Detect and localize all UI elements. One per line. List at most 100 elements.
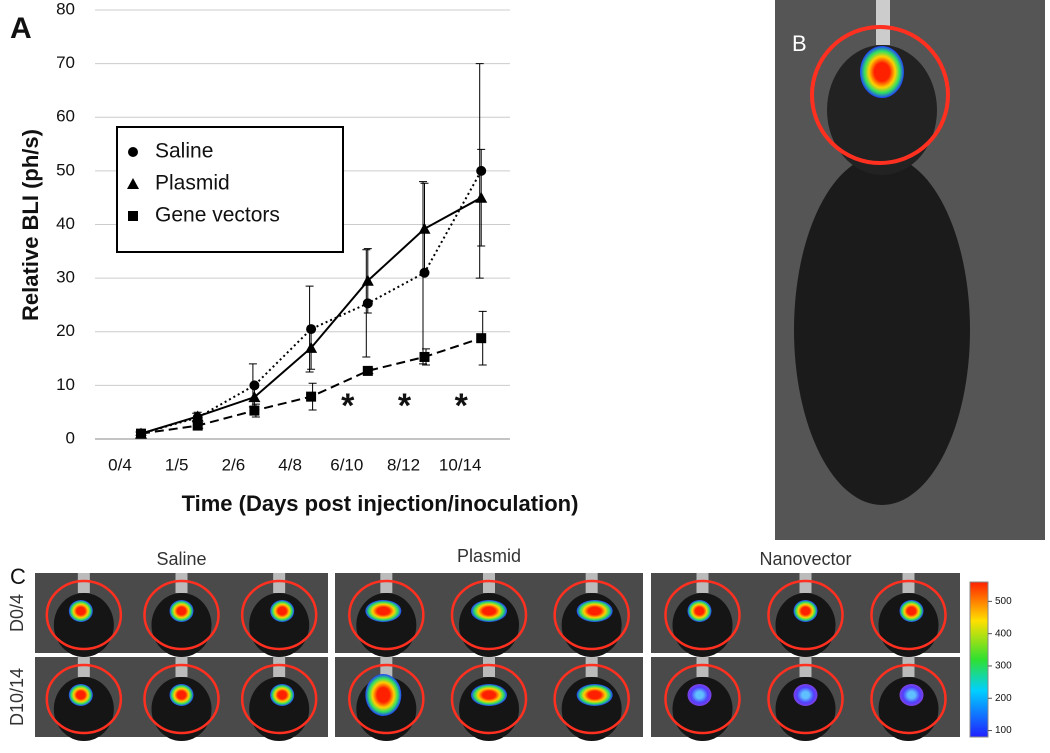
roi-circle (664, 663, 741, 735)
mouse (878, 677, 939, 741)
signal (793, 684, 818, 706)
panel-label: A (10, 12, 32, 45)
nose-cone (902, 573, 915, 593)
mouse (775, 593, 836, 657)
roi-circle (870, 579, 947, 651)
mouse-head (827, 45, 937, 175)
colorbar-tick-label: 100 (995, 725, 1012, 736)
roi-circle (143, 663, 220, 735)
signal (793, 600, 818, 622)
mouse (151, 593, 212, 657)
group-title: Plasmid (457, 546, 521, 566)
signal (687, 684, 712, 706)
x-tick-label: 10/14 (439, 455, 482, 474)
colorbar-tick-label: 500 (995, 596, 1012, 607)
roi-circle (45, 579, 123, 651)
mouse (151, 677, 212, 741)
marker (362, 365, 373, 376)
roi-circle (553, 579, 630, 651)
roi-circle (450, 663, 528, 735)
x-tick-label: 0/4 (108, 455, 132, 474)
nose-cone (799, 657, 812, 677)
y-tick-label: 70 (56, 53, 75, 72)
mouse (53, 677, 114, 741)
signal (169, 684, 194, 706)
y-tick-label: 30 (56, 268, 75, 287)
nose-cone (799, 573, 812, 593)
mouse (53, 593, 114, 657)
roi-circle (767, 663, 844, 735)
nose-cone (696, 573, 709, 593)
colorbar-tick-label: 200 (995, 693, 1012, 704)
legend-label: Gene vectors (155, 204, 280, 227)
marker (128, 211, 138, 221)
roi-circle (240, 579, 318, 651)
signal (899, 684, 924, 706)
roi-circle (240, 663, 318, 735)
signal (270, 600, 295, 622)
y-tick-label: 50 (56, 160, 75, 179)
marker (249, 380, 260, 391)
y-tick-label: 20 (56, 321, 75, 340)
marker (419, 351, 430, 362)
roi-circle (664, 579, 741, 651)
marker (476, 333, 487, 344)
mouse (249, 677, 310, 741)
group-title: Nanovector (759, 549, 851, 569)
roi-circle (553, 663, 630, 735)
mouse (249, 593, 310, 657)
row-label: D0/4 (7, 594, 27, 632)
marker (192, 420, 203, 431)
y-tick-label: 60 (56, 107, 75, 126)
nose-cone (876, 0, 890, 45)
nose-cone (380, 657, 393, 677)
marker (305, 341, 318, 353)
nose-cone (696, 657, 709, 677)
legend-label: Saline (155, 140, 213, 163)
signal (471, 684, 507, 706)
nose-cone (175, 657, 188, 677)
legend-box (116, 126, 344, 253)
mouse (775, 677, 836, 741)
x-tick-label: 6/10 (330, 455, 363, 474)
marker (249, 405, 260, 416)
nose-cone (483, 657, 495, 677)
colorbar-tick-label: 400 (995, 628, 1012, 639)
nose-cone (585, 657, 598, 677)
nose-cone (77, 573, 90, 593)
x-axis-title: Time (Days post injection/inoculation) (182, 491, 579, 516)
nose-cone (273, 657, 286, 677)
mouse-body (794, 155, 970, 505)
signal (68, 600, 93, 622)
roi-circle (810, 25, 950, 165)
group-title: Saline (156, 549, 206, 569)
signal (860, 46, 904, 98)
roi-circle (45, 663, 123, 735)
panel-b: B (775, 0, 1045, 540)
marker (248, 391, 261, 403)
roi-circle (143, 579, 220, 651)
marker (361, 274, 374, 286)
nose-cone (585, 573, 598, 593)
roi-circle (767, 579, 844, 651)
y-tick-label: 80 (56, 0, 75, 18)
signal (169, 600, 194, 622)
panel-label: B (792, 31, 807, 56)
nose-cone (902, 657, 915, 677)
significance-marker: * (341, 387, 355, 425)
marker (127, 178, 139, 189)
colorbar (969, 581, 989, 738)
marker (475, 191, 488, 203)
row-label: D10/14 (7, 668, 27, 726)
mouse (672, 677, 733, 741)
y-tick-label: 10 (56, 375, 75, 394)
y-tick-label: 40 (56, 214, 75, 233)
nose-cone (77, 657, 90, 677)
nose-cone (483, 573, 495, 593)
signal (687, 600, 712, 622)
nose-cone (175, 573, 188, 593)
signal (576, 684, 613, 706)
colorbar-tick-label: 300 (995, 661, 1012, 672)
x-tick-label: 1/5 (165, 455, 189, 474)
